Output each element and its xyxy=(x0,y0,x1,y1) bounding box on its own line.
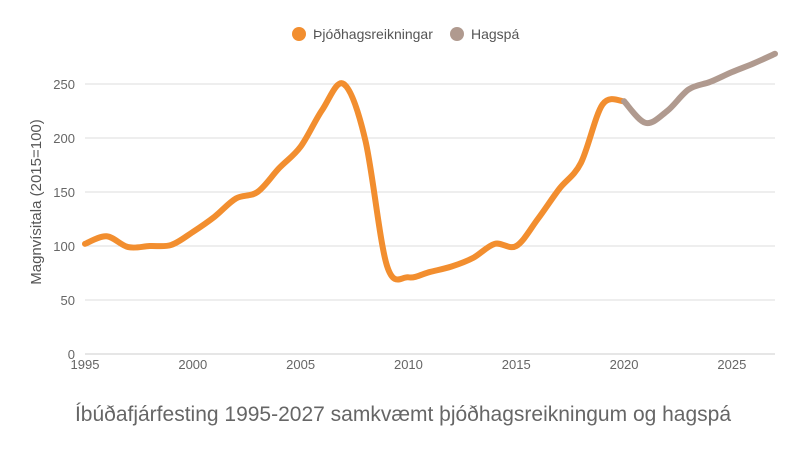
y-axis-ticks: 0 50 100 150 200 250 xyxy=(53,77,75,362)
x-tick-label: 2010 xyxy=(394,357,423,372)
chart-title: Íbúðafjárfesting 1995-2027 samkvæmt þjóð… xyxy=(75,403,731,426)
y-tick-label: 0 xyxy=(68,347,75,362)
x-tick-label: 2000 xyxy=(178,357,207,372)
legend-label-thjodhagsreikningar: Þjóðhagsreikningar xyxy=(313,26,433,42)
x-axis-ticks: 1995 2000 2005 2010 2015 2020 2025 xyxy=(71,357,747,372)
y-tick-label: 150 xyxy=(53,185,75,200)
y-tick-label: 200 xyxy=(53,131,75,146)
legend-marker-hagspa xyxy=(450,27,464,41)
y-axis-title: Magnvísitala (2015=100) xyxy=(28,119,45,285)
x-tick-label: 2015 xyxy=(502,357,531,372)
legend: Þjóðhagsreikningar Hagspá xyxy=(292,26,519,42)
x-tick-label: 1995 xyxy=(71,357,100,372)
series-line-thjodhagsreikningar xyxy=(82,80,628,283)
x-tick-label: 2020 xyxy=(610,357,639,372)
x-tick-label: 2025 xyxy=(717,357,746,372)
y-tick-label: 100 xyxy=(53,239,75,254)
legend-marker-thjodhagsreikningar xyxy=(292,27,306,41)
y-tick-label: 50 xyxy=(61,293,75,308)
grid-lines xyxy=(85,83,775,355)
y-tick-label: 250 xyxy=(53,77,75,92)
series-line-hagspa xyxy=(621,50,778,127)
x-tick-label: 2005 xyxy=(286,357,315,372)
series-lines xyxy=(82,50,778,283)
legend-label-hagspa: Hagspá xyxy=(471,26,519,42)
